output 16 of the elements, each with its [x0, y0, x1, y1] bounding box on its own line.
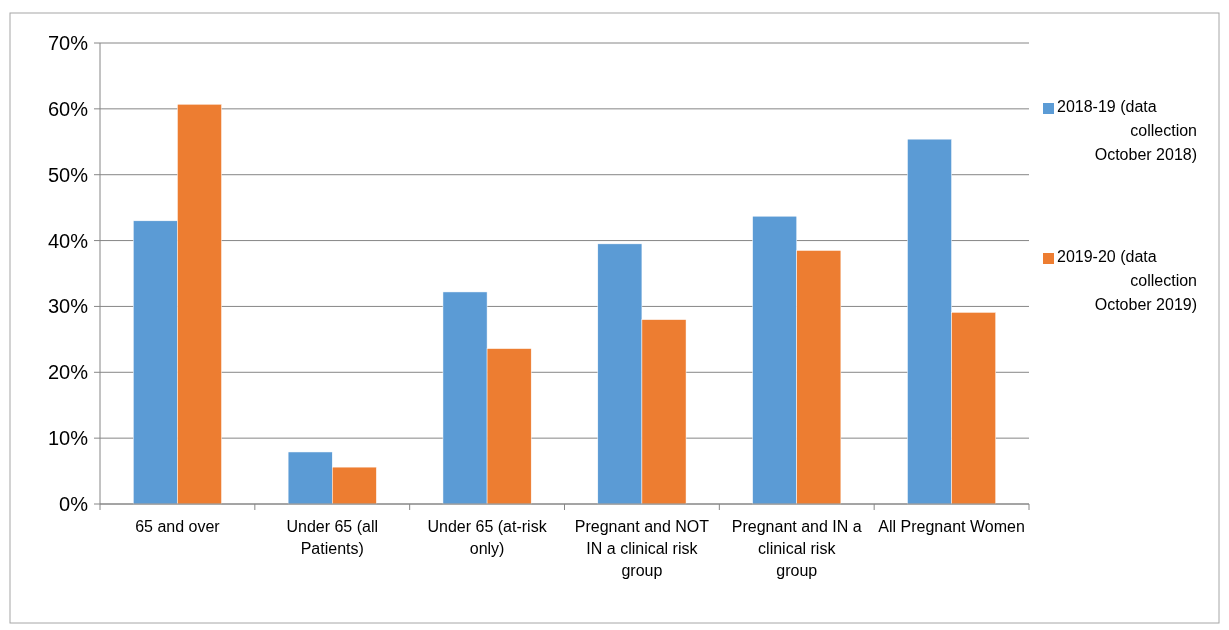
- x-tick-label: Pregnant and NOT IN a clinical risk group: [574, 518, 710, 579]
- y-tick-label: 60%: [47, 97, 89, 120]
- y-tick-label: 50%: [47, 163, 89, 186]
- x-tick-label: All Pregnant Women: [878, 518, 1025, 535]
- x-tick-label: Under 65 (all Patients): [286, 518, 379, 557]
- x-tick-label: Under 65 (at-risk only): [427, 518, 548, 557]
- y-tick-label: 20%: [47, 361, 89, 384]
- y-tick-label: 70%: [47, 32, 89, 54]
- x-tick-label: Pregnant and IN a clinical risk group: [731, 518, 862, 579]
- legend-label: 2019-20 (data collection October 2019): [1057, 248, 1197, 313]
- y-tick-label: 10%: [47, 427, 89, 450]
- y-tick-label: 40%: [47, 229, 89, 252]
- y-tick-label: 30%: [47, 295, 89, 318]
- x-tick-label: 65 and over: [135, 518, 221, 535]
- legend-label: 2018-19 (data collection October 2018): [1057, 98, 1197, 163]
- y-tick-label: 0%: [59, 493, 89, 515]
